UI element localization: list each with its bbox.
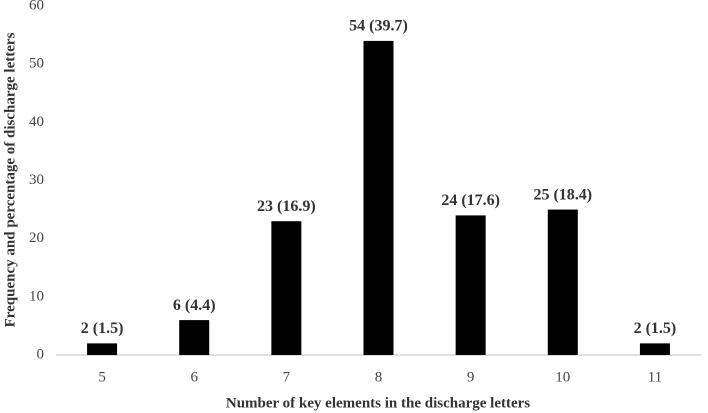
bar [179, 320, 210, 355]
bar [639, 343, 670, 355]
y-tick-label: 20 [29, 230, 44, 246]
bar [87, 343, 118, 355]
y-tick-label: 40 [29, 114, 44, 130]
x-tick-label: 6 [190, 369, 198, 385]
bar [271, 221, 302, 355]
bar [547, 209, 578, 355]
y-tick-label: 60 [29, 0, 44, 13]
value-label: 23 (16.9) [257, 198, 316, 215]
value-label: 54 (39.7) [349, 18, 408, 35]
x-tick-label: 8 [375, 369, 383, 385]
value-label: 24 (17.6) [441, 192, 500, 209]
bar [455, 215, 486, 355]
y-axis-title: Frequency and percentage of discharge le… [2, 32, 18, 327]
bar [363, 40, 394, 356]
x-tick-label: 7 [283, 369, 291, 385]
x-axis-title: Number of key elements in the discharge … [226, 395, 530, 411]
x-tick-label: 9 [467, 369, 475, 385]
x-tick-label: 11 [648, 369, 662, 385]
value-label: 2 (1.5) [81, 320, 124, 337]
y-tick-label: 0 [37, 346, 45, 362]
x-tick-label: 10 [555, 369, 570, 385]
y-tick-label: 10 [29, 288, 44, 304]
value-label: 2 (1.5) [634, 320, 677, 337]
x-tick-label: 5 [98, 369, 106, 385]
y-tick-label: 50 [29, 56, 44, 72]
y-tick-label: 30 [29, 172, 44, 188]
value-label: 25 (18.4) [533, 186, 592, 203]
value-label: 6 (4.4) [173, 297, 216, 314]
